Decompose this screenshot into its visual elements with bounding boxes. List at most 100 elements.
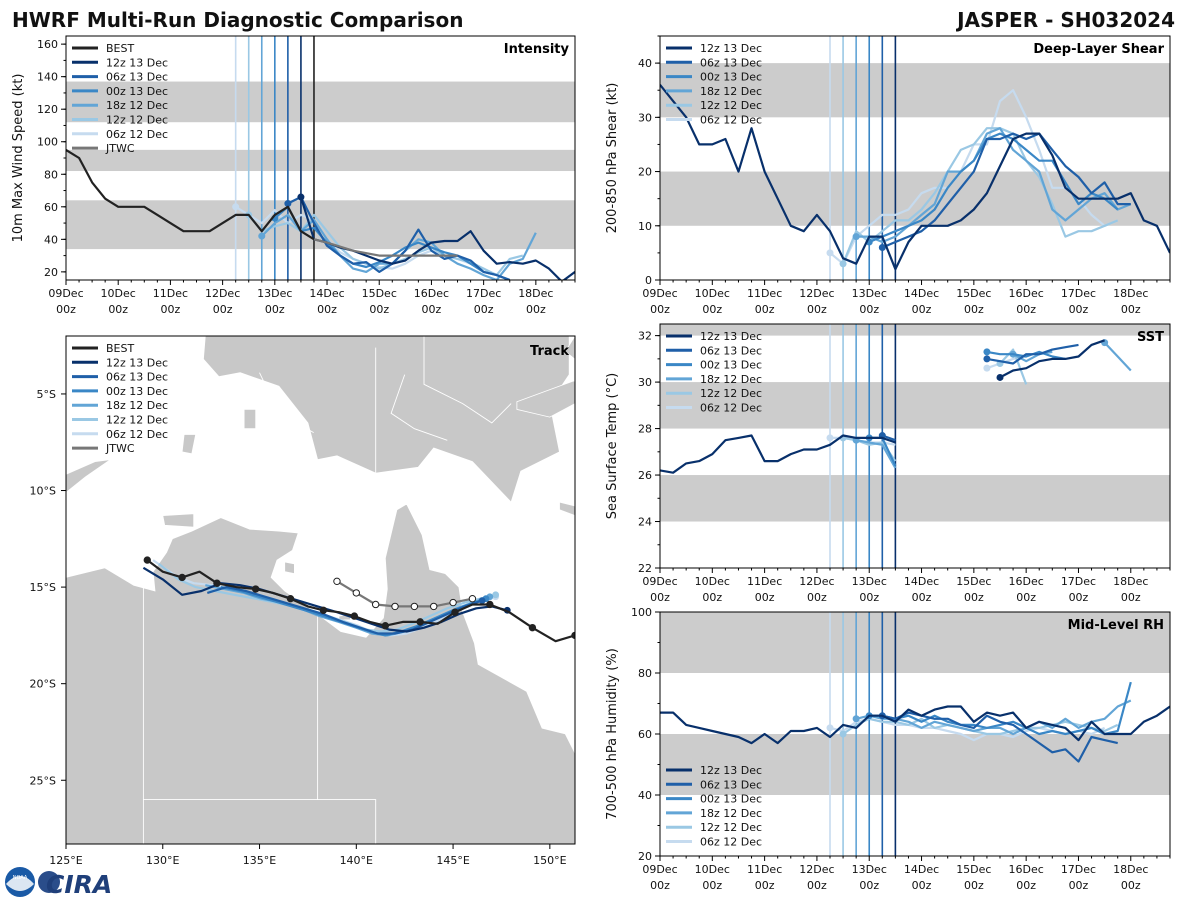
track-land-groote-eylandt xyxy=(284,561,295,575)
intensity-series-line xyxy=(313,238,458,257)
sst-y-axis-label: Sea Surface Temp (°C) xyxy=(605,373,620,520)
rh-panel: 09Dec 00z 10Dec 00z 11Dec 00z 12Dec 00z 13Dec 00z… xyxy=(605,606,1171,892)
shear-x-tick-label: 00z xyxy=(1069,303,1089,316)
intensity-legend-label: 18z 12 Dec xyxy=(106,99,168,112)
sst-legend-label: 12z 12 Dec xyxy=(700,387,762,400)
rh-x-tick-label: 00z xyxy=(1069,879,1089,892)
rh-y-tick-label: 20 xyxy=(638,850,652,863)
rh-x-tick-label: 00z xyxy=(1121,879,1141,892)
shear-legend-label: 12z 13 Dec xyxy=(700,42,762,55)
sst-x-tick-label: 00z xyxy=(702,591,722,604)
shear-y-tick-label: 20 xyxy=(638,166,652,179)
sst-x-tick-label: 09Dec xyxy=(642,575,677,588)
intensity-legend-label: 12z 12 Dec xyxy=(106,114,168,127)
intensity-series-line xyxy=(66,148,315,241)
rh-series-line xyxy=(869,681,1132,736)
track-x-tick-label: 145°E xyxy=(436,854,469,867)
shear-series-line xyxy=(856,127,1132,244)
sst-x-tick-label: 00z xyxy=(859,591,879,604)
noaa-logo-text: NOAA xyxy=(13,875,28,881)
shear-band xyxy=(660,63,1170,118)
track-land-australia xyxy=(66,503,575,844)
shear-x-tick-label: 10Dec xyxy=(695,287,730,300)
sst-x-tick-label: 17Dec xyxy=(1061,575,1096,588)
sst-series-line xyxy=(660,434,896,474)
track-y-tick-label: 20°S xyxy=(30,678,56,691)
rh-x-tick-label: 00z xyxy=(964,879,984,892)
shear-init-point xyxy=(852,233,860,241)
shear-x-tick-label: 15Dec xyxy=(956,287,991,300)
intensity-init-point xyxy=(232,203,240,211)
track-x-tick-label: 130°E xyxy=(146,854,179,867)
intensity-init-point xyxy=(258,232,266,240)
sst-series-group xyxy=(660,339,1132,474)
sst-x-tick-label: 16Dec xyxy=(1009,575,1044,588)
sst-y-tick-label: 26 xyxy=(638,469,652,482)
rh-band xyxy=(660,734,1170,795)
sst-y-tick-label: 30 xyxy=(638,376,652,389)
rh-x-tick-label: 00z xyxy=(807,879,827,892)
rh-y-axis-label: 700-500 hPa Humidity (%) xyxy=(605,648,620,820)
sst-series-line xyxy=(856,439,897,469)
intensity-x-tick-label: 00z xyxy=(56,303,76,316)
rh-legend-label: 12z 12 Dec xyxy=(700,821,762,834)
shear-x-tick-label: 11Dec xyxy=(747,287,782,300)
track-land-louisiade xyxy=(559,501,575,517)
rh-x-tick-label: 12Dec xyxy=(799,863,834,876)
track-point xyxy=(416,618,424,626)
shear-legend-label: 18z 12 Dec xyxy=(700,85,762,98)
track-panel: 125°E 130°E 135°E 140°E 145°E 150°E 5°S 10°S 15°… xyxy=(30,335,576,867)
track-land-group xyxy=(66,336,575,844)
sst-series-line xyxy=(986,350,1066,360)
intensity-x-tick-label: 00z xyxy=(422,303,442,316)
track-point xyxy=(143,556,151,564)
shear-legend-label: 06z 13 Dec xyxy=(700,56,762,69)
track-init-point xyxy=(478,597,486,605)
intensity-init-point xyxy=(284,200,292,208)
intensity-x-tick-label: 17Dec xyxy=(466,287,501,300)
rh-x-tick-label: 10Dec xyxy=(695,863,730,876)
sst-series-line xyxy=(999,339,1105,379)
shear-x-tick-label: 00z xyxy=(807,303,827,316)
intensity-x-tick-label: 09Dec xyxy=(48,287,83,300)
shear-series-line xyxy=(881,132,1131,249)
intensity-y-tick-label: 80 xyxy=(44,168,58,181)
intensity-panel-title: Intensity xyxy=(504,42,570,57)
intensity-x-tick-label: 00z xyxy=(265,303,285,316)
intensity-x-tick-label: 16Dec xyxy=(414,287,449,300)
rh-x-tick-label: 18Dec xyxy=(1113,863,1148,876)
track-border-province xyxy=(259,372,314,433)
track-border-nt xyxy=(317,610,377,844)
intensity-legend-label: 06z 12 Dec xyxy=(106,128,168,141)
shear-x-tick-label: 17Dec xyxy=(1061,287,1096,300)
rh-init-point xyxy=(826,724,834,732)
track-point xyxy=(371,600,380,609)
track-border-province xyxy=(423,336,512,424)
intensity-band xyxy=(66,149,575,172)
track-y-tick-label: 10°S xyxy=(30,485,56,498)
track-point xyxy=(468,594,477,603)
rh-band xyxy=(660,612,1170,673)
sst-init-point xyxy=(983,364,991,372)
track-point xyxy=(213,579,221,587)
sst-series-line xyxy=(1103,341,1132,372)
rh-y-tick-label: 40 xyxy=(638,789,652,802)
rh-x-tick-label: 13Dec xyxy=(852,863,887,876)
shear-x-tick-label: 00z xyxy=(859,303,879,316)
intensity-y-tick-label: 140 xyxy=(37,71,58,84)
track-legend-label: 06z 13 Dec xyxy=(106,371,168,384)
shear-x-tick-label: 00z xyxy=(702,303,722,316)
sst-init-point xyxy=(983,348,991,356)
sst-x-tick-label: 10Dec xyxy=(695,575,730,588)
track-legend-label: 18z 12 Dec xyxy=(106,399,168,412)
sst-legend-label: 00z 13 Dec xyxy=(700,359,762,372)
rh-x-tick-label: 14Dec xyxy=(904,863,939,876)
rh-series-line xyxy=(660,705,1170,745)
sst-init-point xyxy=(983,355,991,363)
shear-x-tick-label: 00z xyxy=(755,303,775,316)
track-x-tick-label: 125°E xyxy=(49,854,82,867)
track-legend-label: BEST xyxy=(106,342,134,355)
intensity-x-tick-label: 11Dec xyxy=(153,287,188,300)
sst-x-tick-label: 00z xyxy=(912,591,932,604)
